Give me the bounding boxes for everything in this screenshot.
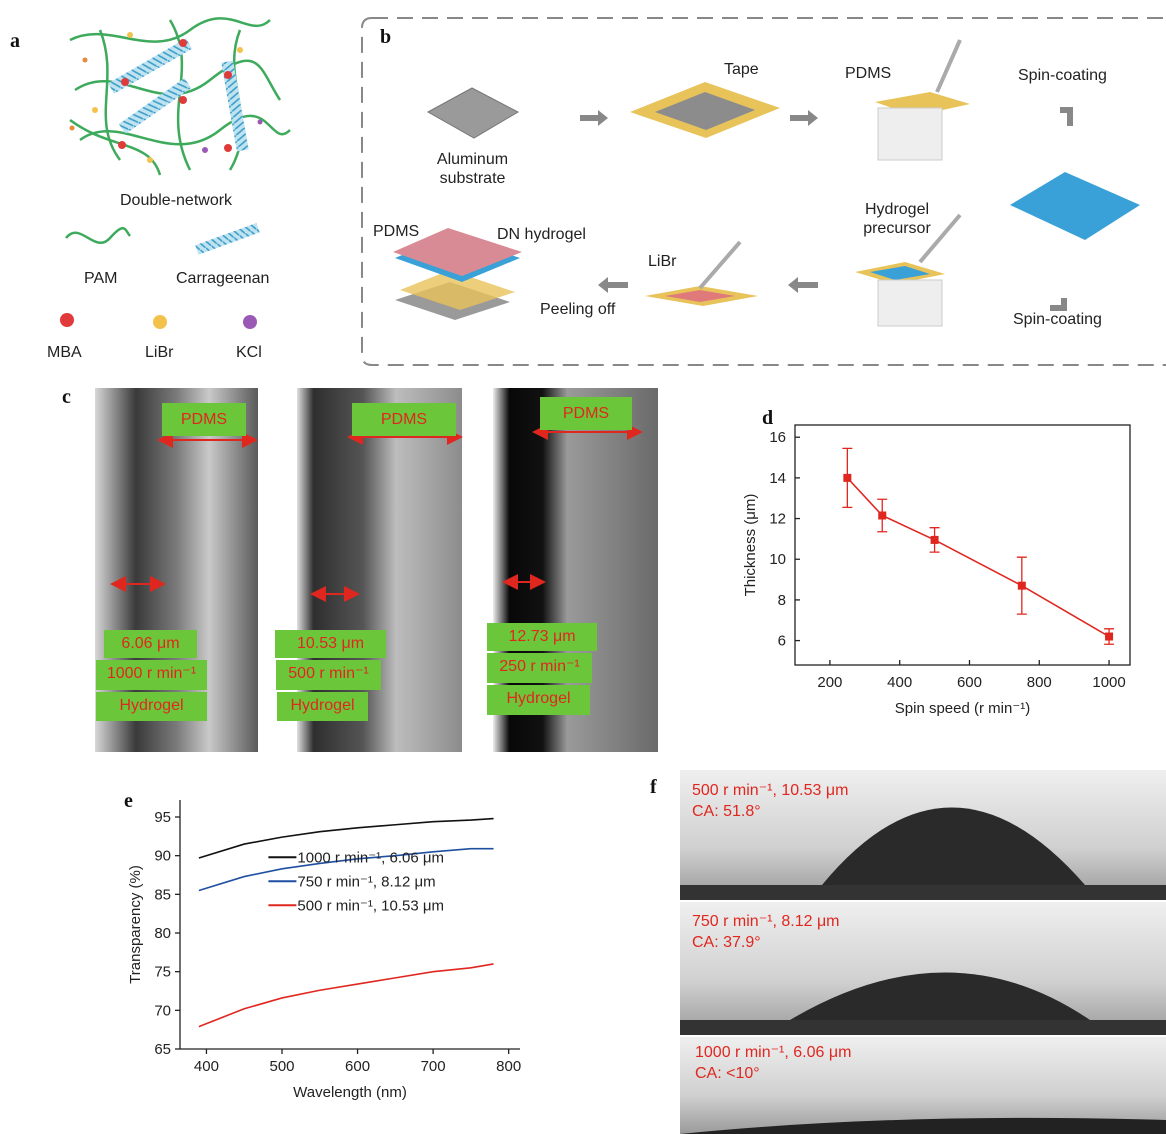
step-label: Tape [724,60,759,79]
step-label: Aluminum substrate [420,150,525,188]
x-tick-label: 500 [269,1058,294,1075]
data-line [199,964,494,1027]
y-tick-label: 90 [154,848,171,865]
data-line [847,478,1109,637]
layer-tag: Hydrogel [96,692,207,721]
step-label: LiBr [648,252,676,271]
thickness-tag: 6.06 μm [104,630,197,658]
panel-letter: a [10,30,20,53]
legend-label: KCl [236,343,262,362]
condition-label: 1000 r min⁻¹, 6.06 μm [695,1042,851,1062]
layer-tag: Hydrogel [487,685,590,715]
thickness-tag: 12.73 μm [487,623,597,651]
y-tick-label: 16 [769,429,786,446]
figure-graphics: 200 400 600 800 1000 6 8 10 12 14 16 Spin speed (r … [0,0,1166,1134]
y-tick-label: 14 [769,470,786,487]
legend-label: 750 r min⁻¹, 8.12 μm [297,873,435,890]
layer-tag: Hydrogel [277,692,368,721]
panel-letter: b [380,26,391,49]
legend-label: 500 r min⁻¹, 10.53 μm [297,897,444,914]
layer-tag: PDMS [162,403,246,436]
y-tick-label: 8 [778,592,786,609]
condition-label: 500 r min⁻¹, 10.53 μm [692,780,848,800]
angle-label: CA: 37.9° [692,934,761,952]
speed-tag: 250 r min⁻¹ [487,653,592,683]
legend-label: MBA [47,343,82,362]
step-label: DN hydrogel [497,225,586,244]
y-tick-label: 75 [154,964,171,981]
x-axis-title: Wavelength (nm) [293,1084,407,1101]
data-point [878,512,886,520]
x-tick-label: 800 [496,1058,521,1075]
x-tick-label: 600 [957,674,982,691]
y-tick-label: 10 [769,551,786,568]
y-tick-label: 6 [778,633,786,650]
x-tick-label: 800 [1027,674,1052,691]
legend-label: 1000 r min⁻¹, 6.06 μm [297,849,444,866]
step-label: Hydrogel precursor [856,200,938,238]
y-axis-title: Thickness (μm) [742,494,759,597]
step-label: PDMS [373,222,419,241]
legend-label: LiBr [145,343,173,362]
y-tick-label: 95 [154,809,171,826]
data-point [1018,582,1026,590]
y-tick-label: 85 [154,886,171,903]
speed-tag: 1000 r min⁻¹ [96,660,207,690]
y-tick-label: 65 [154,1041,171,1058]
legend-label: PAM [84,269,117,288]
step-label: Peeling off [540,300,615,319]
plot-frame [795,425,1130,665]
angle-label: CA: 51.8° [692,803,761,821]
step-label: Spin-coating [1013,310,1102,329]
data-point [931,536,939,544]
speed-tag: 500 r min⁻¹ [276,660,381,690]
condition-label: 750 r min⁻¹, 8.12 μm [692,911,840,931]
layer-tag: PDMS [352,403,456,436]
x-tick-label: 1000 [1092,674,1125,691]
panel-letter: e [124,790,133,813]
data-point [843,474,851,482]
figure: 200 400 600 800 1000 6 8 10 12 14 16 Spin speed (r … [0,0,1166,1134]
panel-letter: c [62,386,71,409]
angle-label: CA: <10° [695,1065,760,1083]
legend-label: Carrageenan [176,269,269,288]
x-tick-label: 400 [887,674,912,691]
data-point [1105,633,1113,641]
panel-letter: d [762,407,773,430]
y-tick-label: 12 [769,511,786,528]
x-tick-label: 200 [817,674,842,691]
x-tick-label: 400 [194,1058,219,1075]
layer-tag: PDMS [540,397,632,430]
y-tick-label: 70 [154,1002,171,1019]
x-tick-label: 600 [345,1058,370,1075]
step-label: PDMS [845,64,891,83]
y-axis-title: Transparency (%) [127,865,144,984]
caption: Double-network [120,191,232,210]
panel-letter: f [650,776,657,799]
step-label: Spin-coating [1018,66,1107,85]
thickness-tag: 10.53 μm [275,630,386,658]
x-tick-label: 700 [421,1058,446,1075]
x-axis-title: Spin speed (r min⁻¹) [895,700,1030,717]
y-tick-label: 80 [154,925,171,942]
